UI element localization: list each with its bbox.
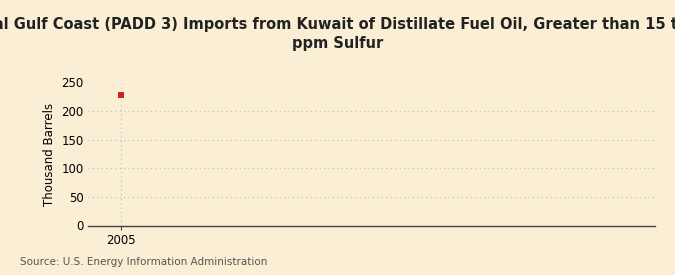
Text: Source: U.S. Energy Information Administration: Source: U.S. Energy Information Administ… xyxy=(20,257,267,267)
Text: Annual Gulf Coast (PADD 3) Imports from Kuwait of Distillate Fuel Oil, Greater t: Annual Gulf Coast (PADD 3) Imports from … xyxy=(0,16,675,51)
Y-axis label: Thousand Barrels: Thousand Barrels xyxy=(43,103,56,206)
